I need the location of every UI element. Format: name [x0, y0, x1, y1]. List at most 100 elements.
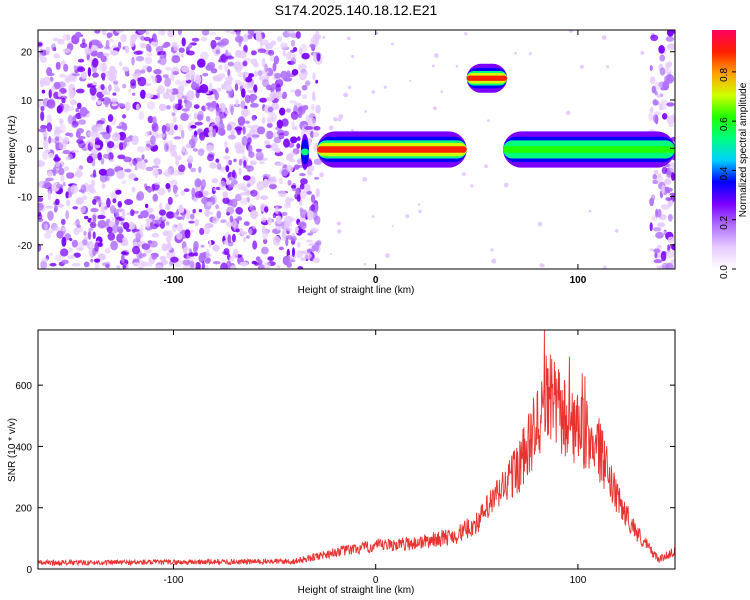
noise-blob — [92, 57, 99, 68]
noise-blob — [115, 211, 119, 216]
noise-blob — [43, 139, 49, 150]
noise-blob — [187, 69, 196, 80]
noise-blob — [247, 137, 252, 145]
noise-blob — [105, 91, 111, 96]
signal-band — [503, 131, 675, 168]
noise-blob — [106, 168, 115, 177]
noise-blob — [199, 132, 206, 141]
noise-blob — [220, 219, 227, 223]
noise-blob — [86, 241, 91, 249]
noise-blob — [118, 142, 124, 151]
noise-dot — [579, 64, 584, 69]
noise-blob — [218, 111, 227, 119]
noise-blob — [53, 53, 60, 59]
noise-blob — [122, 66, 130, 72]
noise-blob — [131, 135, 139, 146]
noise-dot — [566, 110, 571, 116]
noise-dot — [540, 263, 545, 268]
noise-blob — [144, 56, 153, 65]
noise-blob — [94, 137, 101, 146]
noise-blob — [61, 259, 69, 265]
noise-blob — [56, 105, 63, 114]
noise-blob — [174, 193, 179, 198]
noise-blob — [214, 91, 219, 101]
noise-blob — [193, 104, 200, 109]
noise-blob — [240, 100, 246, 110]
noise-blob — [194, 74, 202, 84]
noise-blob — [186, 90, 195, 101]
noise-blob — [214, 36, 222, 41]
noise-blob — [70, 184, 79, 194]
noise-blob — [297, 221, 307, 227]
noise-blob — [281, 229, 287, 239]
noise-blob — [146, 66, 152, 73]
noise-blob — [180, 53, 185, 58]
noise-blob — [173, 124, 178, 131]
noise-blob — [135, 232, 141, 242]
noise-blob — [301, 104, 307, 114]
noise-dot — [371, 90, 376, 94]
noise-blob — [111, 216, 115, 221]
noise-blob — [215, 204, 220, 210]
noise-blob — [250, 50, 257, 56]
noise-blob — [200, 51, 209, 61]
noise-blob — [147, 115, 154, 124]
noise-blob — [290, 57, 297, 65]
noise-blob — [671, 172, 675, 181]
noise-blob — [55, 142, 60, 151]
noise-dot — [503, 182, 509, 188]
noise-blob — [651, 214, 657, 222]
noise-blob — [110, 191, 116, 199]
noise-blob — [40, 260, 48, 269]
noise-blob — [212, 128, 216, 138]
noise-blob — [286, 52, 292, 60]
noise-blob — [177, 85, 185, 94]
noise-blob — [664, 178, 672, 185]
noise-blob — [301, 84, 308, 91]
noise-blob — [656, 94, 662, 98]
signal-band — [300, 133, 309, 170]
noise-blob — [238, 158, 243, 166]
noise-blob — [86, 155, 94, 164]
noise-blob — [278, 78, 284, 84]
noise-blob — [57, 203, 64, 208]
noise-blob — [145, 203, 149, 209]
y-tick-label: 200 — [15, 504, 32, 515]
band-layer — [300, 148, 309, 156]
noise-blob — [163, 143, 169, 153]
spectrogram-frame — [37, 29, 676, 270]
noise-blob — [208, 126, 213, 132]
noise-blob — [178, 164, 186, 173]
noise-blob — [183, 188, 190, 193]
noise-blob — [151, 255, 157, 260]
noise-blob — [211, 178, 219, 184]
noise-blob — [193, 246, 198, 253]
noise-blob — [113, 84, 119, 89]
noise-blob — [241, 88, 246, 98]
noise-blob — [110, 69, 116, 80]
noise-blob — [162, 74, 169, 79]
noise-blob — [234, 83, 239, 91]
noise-blob — [152, 193, 159, 202]
noise-blob — [112, 92, 117, 96]
noise-blob — [181, 129, 185, 139]
noise-blob — [227, 176, 235, 181]
noise-blob — [212, 216, 218, 225]
noise-blob — [182, 247, 188, 255]
noise-blob — [150, 135, 156, 145]
noise-blob — [188, 252, 196, 257]
noise-blob — [258, 75, 264, 81]
noise-blob — [202, 72, 209, 77]
noise-blob — [101, 183, 106, 189]
noise-blob — [235, 144, 242, 153]
noise-blob — [145, 166, 154, 172]
y-tick-label: 0 — [26, 565, 32, 576]
noise-blob — [51, 43, 56, 51]
noise-blob — [117, 103, 125, 108]
noise-dot — [319, 172, 324, 178]
noise-blob — [45, 177, 54, 182]
noise-blob — [153, 157, 161, 166]
noise-blob — [92, 169, 97, 178]
noise-blob — [658, 45, 665, 54]
